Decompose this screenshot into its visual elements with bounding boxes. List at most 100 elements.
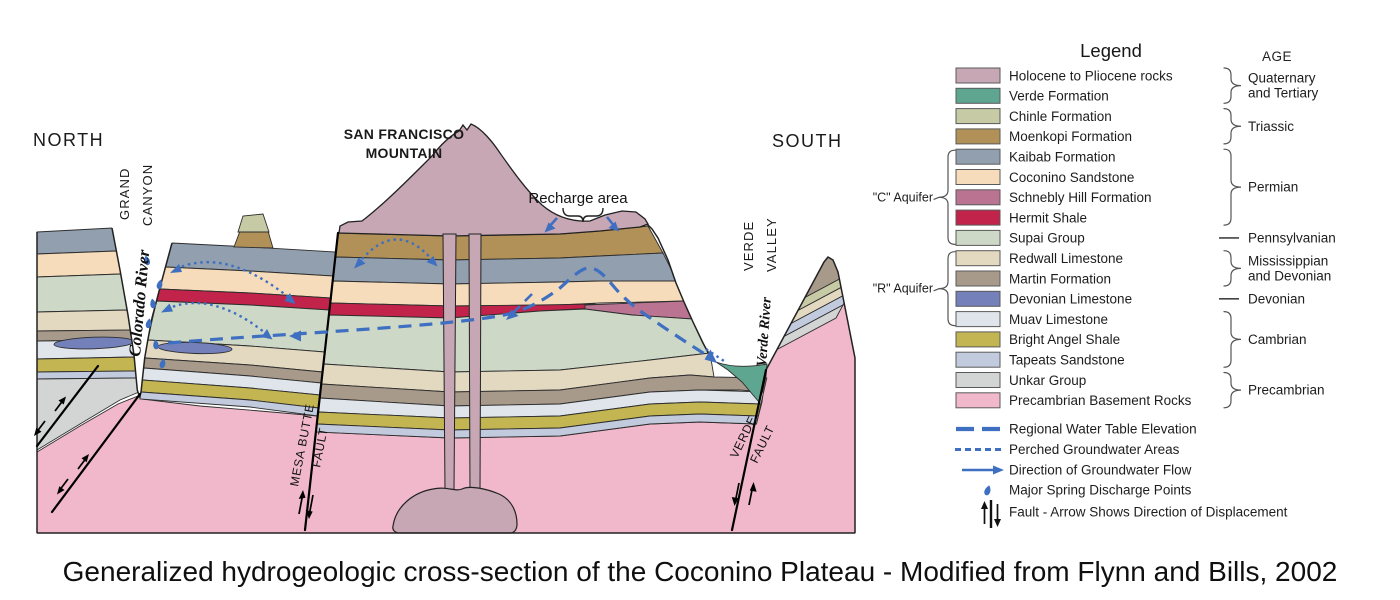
south-hill-outline xyxy=(765,256,856,371)
age-label-4-line2: and Devonian xyxy=(1248,268,1331,283)
legend-label-chinle: Chinle Formation xyxy=(1009,109,1112,124)
legend-label-martin: Martin Formation xyxy=(1009,271,1111,286)
legend-swatch-moenkopi xyxy=(955,128,1001,145)
aquifer-brace-0 xyxy=(933,149,956,245)
mesa-butte-fault xyxy=(298,231,340,532)
legend-swatch-supai xyxy=(955,229,1001,246)
san-francisco-mountain-label-line2: MOUNTAIN xyxy=(366,145,443,161)
age-label-1: Triassic xyxy=(1248,119,1294,134)
legend-symbol-perched: Perched Groundwater Areas xyxy=(955,442,1180,457)
legend-label-kaibab: Kaibab Formation xyxy=(1009,150,1116,165)
legend-label-holocene: Holocene to Pliocene rocks xyxy=(1009,68,1173,83)
verde-formation-body xyxy=(715,361,768,403)
legend-label-tapeats: Tapeats Sandstone xyxy=(1009,353,1125,368)
legend-label-water-table: Regional Water Table Elevation xyxy=(1009,422,1197,437)
legend-formation-rows: Holocene to Pliocene rocks Verde Formatio… xyxy=(955,67,1192,409)
legend: Legend AGE Holocene to Pliocene rocks Ver… xyxy=(873,40,1336,528)
legend-swatch-chinle xyxy=(955,108,1001,125)
grand-canyon-east-wall xyxy=(138,242,173,398)
legend-label-devonian_ls: Devonian Limestone xyxy=(1009,292,1132,307)
legend-label-moenkopi: Moenkopi Formation xyxy=(1009,129,1132,144)
legend-label-schnebly: Schnebly Hill Formation xyxy=(1009,190,1152,205)
legend-swatch-verde xyxy=(955,87,1001,104)
age-label-0-line2: and Tertiary xyxy=(1248,86,1319,101)
verde-valley-label-line1: VERDE xyxy=(741,221,756,271)
legend-symbol-fault: Fault - Arrow Shows Direction of Displac… xyxy=(981,500,1288,528)
cross-section: NORTH SOUTH SAN FRANCISCO MOUNTAIN Recha… xyxy=(33,123,856,534)
regional-water-table xyxy=(167,266,725,363)
southwest-faults xyxy=(34,364,142,514)
aquifer-brace-1 xyxy=(933,251,956,327)
age-brace-4 xyxy=(1223,250,1242,287)
grand-canyon-cut xyxy=(110,224,174,397)
age-brace-2 xyxy=(1223,148,1242,226)
age-label-2: Permian xyxy=(1248,180,1298,195)
age-label-0-line1: Quaternary xyxy=(1248,71,1316,86)
verde-river-label: Verde River xyxy=(754,296,775,367)
legend-label-supai: Supai Group xyxy=(1009,231,1085,246)
figure-caption: Generalized hydrogeologic cross-section … xyxy=(62,556,1338,587)
legend-label-springs: Major Spring Discharge Points xyxy=(1009,483,1192,498)
aquifer-braces: "C" Aquifer "R" Aquifer xyxy=(873,149,956,327)
aquifer-label-1: "R" Aquifer xyxy=(873,282,933,296)
legend-swatch-tapeats xyxy=(955,351,1001,368)
legend-swatch-holocene xyxy=(955,67,1001,84)
verde-valley-label-line2: VALLEY xyxy=(764,217,779,272)
age-label-4-line1: Mississippian xyxy=(1248,253,1328,268)
verde-valley-cut xyxy=(645,212,824,370)
legend-label-basement: Precambrian Basement Rocks xyxy=(1009,393,1192,408)
age-brace-0 xyxy=(1223,67,1242,104)
grand-canyon-label-line1: GRAND xyxy=(117,168,132,220)
age-brace-6 xyxy=(1223,311,1242,368)
legend-label-hermit: Hermit Shale xyxy=(1009,210,1087,225)
legend-swatch-schnebly xyxy=(955,189,1001,206)
aquifer-label-0: "C" Aquifer xyxy=(873,190,933,204)
legend-label-fault: Fault - Arrow Shows Direction of Displac… xyxy=(1009,505,1288,520)
age-label-5: Devonian xyxy=(1248,291,1305,306)
legend-label-verde: Verde Formation xyxy=(1009,89,1109,104)
san-francisco-mountain-label-line1: SAN FRANCISCO xyxy=(344,126,465,142)
legend-symbol-water-table: Regional Water Table Elevation xyxy=(956,422,1197,437)
legend-swatch-coconino xyxy=(955,169,1001,185)
legend-title: Legend xyxy=(1080,40,1142,61)
legend-swatch-unkar xyxy=(955,372,1001,388)
legend-swatch-bright_angel xyxy=(955,331,1001,348)
south-label: SOUTH xyxy=(772,131,843,151)
north-label: NORTH xyxy=(33,130,104,150)
san-francisco-mountain-body xyxy=(337,123,649,237)
recharge-area-marker xyxy=(544,207,619,233)
legend-label-redwall: Redwall Limestone xyxy=(1009,251,1123,266)
volcanic-dikes-and-pluton xyxy=(392,233,518,534)
verde-valley-west-wall xyxy=(644,221,717,363)
legend-swatch-hermit xyxy=(955,209,1001,226)
legend-label-coconino: Coconino Sandstone xyxy=(1009,170,1134,185)
legend-swatch-kaibab xyxy=(955,148,1001,165)
legend-label-perched: Perched Groundwater Areas xyxy=(1009,442,1180,457)
devonian-limestone-lenses xyxy=(53,336,233,355)
legend-swatch-martin xyxy=(955,270,1001,287)
age-brace-1 xyxy=(1223,108,1242,145)
grand-canyon-west-wall xyxy=(111,227,141,398)
age-column-title: AGE xyxy=(1262,49,1292,64)
recharge-area-label: Recharge area xyxy=(528,190,628,207)
legend-label-flow-direction: Direction of Groundwater Flow xyxy=(1009,463,1192,478)
verde-fault xyxy=(730,368,768,532)
legend-swatch-redwall xyxy=(955,250,1001,267)
legend-label-muav: Muav Limestone xyxy=(1009,312,1108,327)
legend-symbol-flow-direction: Direction of Groundwater Flow xyxy=(962,463,1192,478)
legend-swatch-devonian_ls xyxy=(955,290,1001,307)
hydrogeologic-cross-section-figure: NORTH SOUTH SAN FRANCISCO MOUNTAIN Recha… xyxy=(33,40,1336,534)
age-label-7: Precambrian xyxy=(1248,383,1325,398)
perched-groundwater-arcs xyxy=(161,238,438,340)
butte xyxy=(233,213,274,249)
legend-label-unkar: Unkar Group xyxy=(1009,373,1086,388)
age-label-3: Pennsylvanian xyxy=(1248,230,1336,245)
age-label-6: Cambrian xyxy=(1248,332,1307,347)
legend-swatch-muav xyxy=(955,311,1001,328)
legend-label-bright_angel: Bright Angel Shale xyxy=(1009,332,1120,347)
legend-symbol-springs: Major Spring Discharge Points xyxy=(983,483,1192,498)
legend-swatch-basement xyxy=(955,392,1001,409)
grand-canyon-label-line2: CANYON xyxy=(140,164,155,226)
age-brace-7 xyxy=(1223,371,1242,409)
